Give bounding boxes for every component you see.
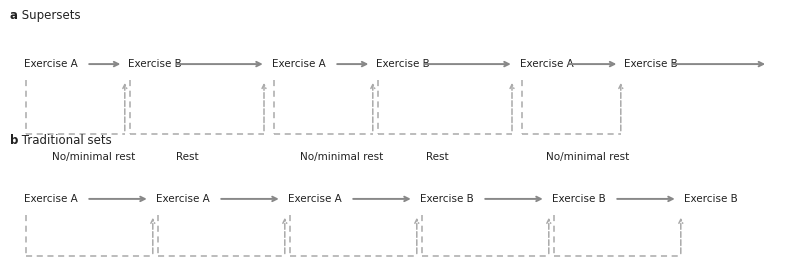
Text: No/minimal rest: No/minimal rest — [300, 152, 383, 162]
Text: Exercise A: Exercise A — [288, 194, 342, 204]
Text: Exercise B: Exercise B — [624, 59, 678, 69]
Text: Traditional sets: Traditional sets — [18, 134, 112, 147]
Text: Exercise B: Exercise B — [376, 59, 430, 69]
Text: Rest: Rest — [426, 152, 448, 162]
Text: Exercise A: Exercise A — [156, 194, 210, 204]
Text: No/minimal rest: No/minimal rest — [52, 152, 135, 162]
Text: Exercise A: Exercise A — [272, 59, 326, 69]
Text: Rest: Rest — [176, 152, 198, 162]
Text: a: a — [10, 9, 18, 22]
Text: Exercise B: Exercise B — [684, 194, 738, 204]
Text: Exercise B: Exercise B — [420, 194, 474, 204]
Text: b: b — [10, 134, 18, 147]
Text: Exercise B: Exercise B — [552, 194, 606, 204]
Text: Exercise A: Exercise A — [24, 194, 78, 204]
Text: Exercise A: Exercise A — [520, 59, 574, 69]
Text: Exercise B: Exercise B — [128, 59, 182, 69]
Text: Supersets: Supersets — [18, 9, 81, 22]
Text: No/minimal rest: No/minimal rest — [546, 152, 629, 162]
Text: Exercise A: Exercise A — [24, 59, 78, 69]
